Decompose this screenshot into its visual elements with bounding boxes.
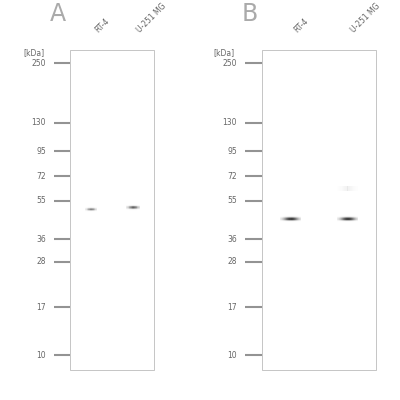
Text: 17: 17 <box>36 303 46 312</box>
Bar <box>70 50 154 370</box>
Text: 17: 17 <box>227 303 237 312</box>
Text: A: A <box>50 2 66 26</box>
Bar <box>347 186 348 191</box>
Text: U-251 MG: U-251 MG <box>350 1 382 34</box>
Bar <box>337 186 338 191</box>
Bar <box>353 186 354 191</box>
Text: 55: 55 <box>36 196 46 205</box>
Bar <box>352 186 353 191</box>
Bar <box>351 186 352 191</box>
Text: 10: 10 <box>36 351 46 360</box>
Bar <box>340 186 341 191</box>
Text: 95: 95 <box>227 147 237 156</box>
Text: 28: 28 <box>36 258 46 266</box>
Bar <box>338 186 339 191</box>
Bar <box>348 186 349 191</box>
Bar <box>339 186 340 191</box>
Text: RT-4: RT-4 <box>292 16 310 34</box>
Text: 10: 10 <box>227 351 237 360</box>
Bar <box>342 186 343 191</box>
Text: 250: 250 <box>222 59 237 68</box>
Text: 36: 36 <box>36 235 46 244</box>
Bar <box>356 186 357 191</box>
Bar <box>350 186 351 191</box>
Text: 130: 130 <box>32 118 46 127</box>
Text: 36: 36 <box>227 235 237 244</box>
Bar <box>357 186 358 191</box>
Text: [kDa]: [kDa] <box>23 48 44 57</box>
Bar <box>343 186 344 191</box>
Bar <box>262 50 376 370</box>
Bar <box>354 186 355 191</box>
Bar <box>355 186 356 191</box>
Text: 95: 95 <box>36 147 46 156</box>
Bar <box>345 186 346 191</box>
Bar <box>349 186 350 191</box>
Bar <box>341 186 342 191</box>
Text: 55: 55 <box>227 196 237 205</box>
Text: 250: 250 <box>32 59 46 68</box>
Text: 28: 28 <box>227 258 237 266</box>
Text: B: B <box>242 2 258 26</box>
Bar <box>344 186 345 191</box>
Text: [kDa]: [kDa] <box>214 48 235 57</box>
Text: 72: 72 <box>36 172 46 181</box>
Text: 72: 72 <box>227 172 237 181</box>
Bar <box>346 186 347 191</box>
Text: 130: 130 <box>222 118 237 127</box>
Text: U-251 MG: U-251 MG <box>135 1 168 34</box>
Text: RT-4: RT-4 <box>93 16 111 34</box>
